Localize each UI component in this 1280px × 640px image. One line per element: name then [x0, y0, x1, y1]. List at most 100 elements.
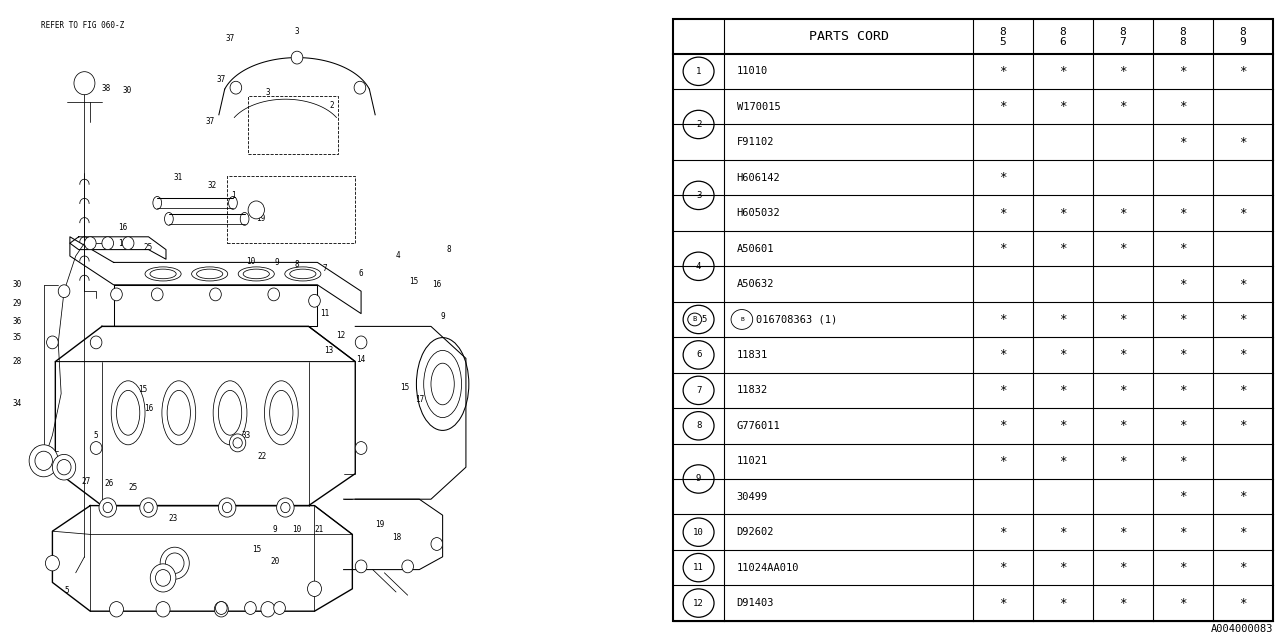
Text: 30: 30 [123, 86, 132, 95]
Circle shape [268, 288, 279, 301]
Text: 8: 8 [1239, 28, 1247, 37]
Circle shape [52, 454, 76, 480]
Text: 11832: 11832 [736, 385, 768, 396]
Text: 22: 22 [257, 452, 266, 461]
Circle shape [292, 51, 303, 64]
Text: B: B [740, 317, 744, 322]
Text: 15: 15 [408, 277, 419, 286]
Text: *: * [1239, 65, 1247, 78]
Text: REFER TO FIG 060-Z: REFER TO FIG 060-Z [41, 21, 124, 30]
Text: 23: 23 [169, 514, 178, 523]
Circle shape [274, 602, 285, 614]
Text: *: * [1000, 242, 1007, 255]
Text: *: * [1119, 455, 1126, 468]
Text: 24: 24 [147, 500, 156, 509]
Text: A50601: A50601 [736, 244, 774, 253]
Text: *: * [1239, 348, 1247, 362]
Text: *: * [1060, 419, 1066, 432]
Text: A004000083: A004000083 [1211, 623, 1274, 634]
Text: *: * [1179, 65, 1187, 78]
Text: *: * [1060, 313, 1066, 326]
Circle shape [355, 81, 366, 94]
Text: 10: 10 [694, 527, 704, 537]
Text: 31: 31 [173, 173, 182, 182]
Circle shape [165, 553, 184, 573]
Text: 8: 8 [1120, 28, 1126, 37]
Text: *: * [1119, 242, 1126, 255]
Text: 16: 16 [433, 280, 442, 289]
Text: D91403: D91403 [736, 598, 774, 608]
Text: *: * [1179, 313, 1187, 326]
Text: *: * [1239, 596, 1247, 609]
Circle shape [356, 560, 367, 573]
Text: 3: 3 [696, 191, 701, 200]
Text: *: * [1119, 525, 1126, 539]
Circle shape [74, 72, 95, 95]
Text: 25: 25 [143, 243, 154, 252]
Text: H606142: H606142 [736, 173, 781, 182]
Circle shape [155, 570, 170, 586]
Text: 34: 34 [13, 399, 22, 408]
Circle shape [223, 502, 232, 513]
Text: 11831: 11831 [736, 350, 768, 360]
Text: 8: 8 [1060, 28, 1066, 37]
Text: 4: 4 [396, 252, 401, 260]
Text: 7: 7 [696, 386, 701, 395]
Text: *: * [1239, 525, 1247, 539]
Circle shape [84, 237, 96, 250]
Text: *: * [1179, 419, 1187, 432]
Text: 8: 8 [294, 260, 300, 269]
Text: *: * [1179, 525, 1187, 539]
Text: *: * [1179, 384, 1187, 397]
Text: 17: 17 [415, 396, 424, 404]
Text: *: * [1060, 207, 1066, 220]
Text: 8: 8 [696, 421, 701, 430]
Circle shape [91, 442, 102, 454]
Text: 8: 8 [1180, 28, 1187, 37]
Text: *: * [1060, 65, 1066, 78]
Text: D92602: D92602 [736, 527, 774, 537]
Text: *: * [1179, 136, 1187, 148]
Text: *: * [1000, 596, 1007, 609]
Circle shape [307, 581, 321, 596]
Text: 30499: 30499 [736, 492, 768, 502]
Text: 3: 3 [294, 28, 300, 36]
Text: *: * [1179, 455, 1187, 468]
Text: F91102: F91102 [736, 137, 774, 147]
Text: *: * [1179, 242, 1187, 255]
Text: 14: 14 [356, 355, 366, 364]
Text: *: * [1119, 348, 1126, 362]
Circle shape [29, 445, 59, 477]
Text: 10: 10 [246, 257, 255, 266]
Text: 19: 19 [256, 214, 265, 223]
Text: *: * [1060, 100, 1066, 113]
Text: PARTS CORD: PARTS CORD [809, 30, 888, 43]
Text: 5: 5 [93, 431, 99, 440]
Text: 15: 15 [401, 383, 410, 392]
Text: *: * [1239, 136, 1247, 148]
Text: 15: 15 [118, 239, 127, 248]
Text: *: * [1239, 490, 1247, 503]
Text: 13: 13 [324, 346, 334, 355]
Text: 12: 12 [694, 598, 704, 607]
Text: *: * [1060, 242, 1066, 255]
Text: 3: 3 [265, 88, 270, 97]
Circle shape [214, 602, 228, 617]
Text: 29: 29 [13, 300, 22, 308]
Text: 5: 5 [701, 315, 707, 324]
Text: 15: 15 [138, 385, 147, 394]
Text: *: * [1060, 561, 1066, 574]
Circle shape [402, 560, 413, 573]
Circle shape [91, 336, 102, 349]
Text: *: * [1239, 207, 1247, 220]
Text: 37: 37 [216, 76, 227, 84]
Text: *: * [1060, 384, 1066, 397]
Text: 38: 38 [102, 84, 111, 93]
Text: *: * [1119, 207, 1126, 220]
Text: 9: 9 [273, 525, 278, 534]
Text: 11: 11 [320, 309, 330, 318]
Text: 25: 25 [128, 483, 137, 492]
Text: 12: 12 [337, 332, 346, 340]
Circle shape [143, 502, 154, 513]
Text: 6: 6 [696, 351, 701, 360]
